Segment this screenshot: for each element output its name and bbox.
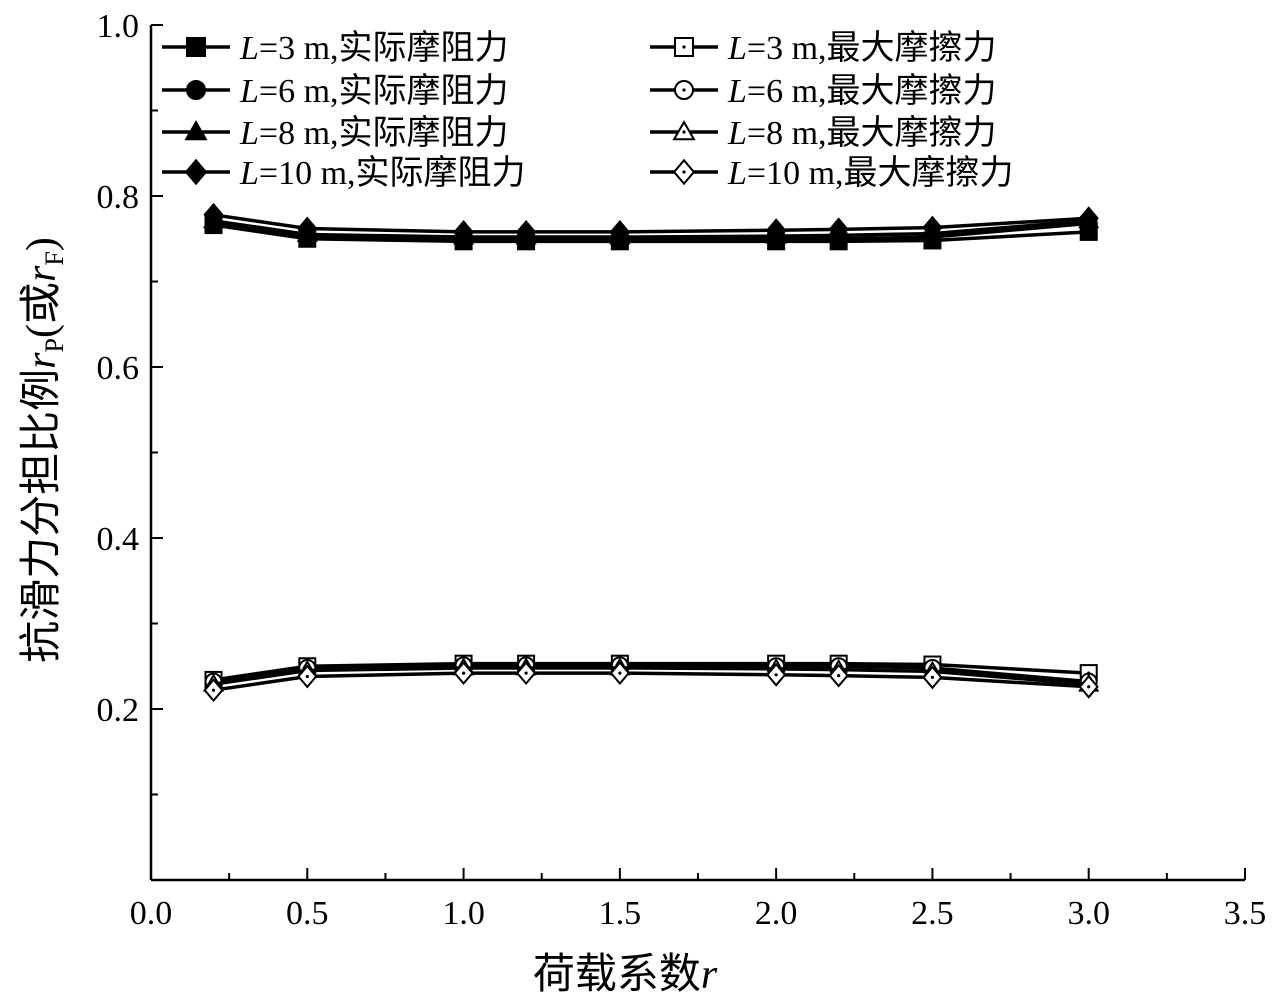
- y-tick-label: 0.2: [97, 692, 140, 729]
- legend-label-text: =8 m,实际摩阻力: [259, 114, 509, 152]
- y-axis-title-end: ): [19, 237, 65, 251]
- data-point: [453, 219, 474, 244]
- x-tick-label: 3.0: [1067, 895, 1110, 932]
- data-point-dot: [461, 671, 466, 675]
- y-axis-title-sub1: P: [40, 338, 69, 352]
- x-tick-label: 1.0: [442, 895, 485, 932]
- y-tick-label: 0.8: [97, 179, 140, 216]
- y-tick-label: 0.4: [97, 521, 140, 558]
- legend-label-var: L: [239, 115, 259, 152]
- legend-marker-dot: [682, 170, 686, 174]
- data-point: [922, 215, 943, 240]
- data-point: [203, 202, 224, 227]
- x-axis-title-main: 荷载系数: [533, 952, 701, 998]
- legend-label-var: L: [239, 73, 259, 110]
- axes: 0.0 0.5 1.0 1.5 2.0 2.5 3.0 3.5 0.2 0.4 0.6 0.8 1.0: [97, 8, 1267, 932]
- y-tick-label: 0.6: [97, 350, 140, 387]
- legend-marker-dot: [682, 45, 686, 49]
- legend-entry: L=8 m,实际摩阻力: [162, 114, 509, 152]
- legend-label: L=8 m,最大摩擦力: [727, 114, 997, 152]
- legend-marker: [184, 120, 208, 141]
- legend-label-text: =10 m,最大摩擦力: [747, 154, 1014, 192]
- data-point-dot: [618, 671, 622, 675]
- legend-label-text: =6 m,实际摩阻力: [259, 72, 509, 110]
- legend-label-var: L: [727, 155, 747, 192]
- series-line: [213, 213, 1089, 234]
- legend-label: L=3 m,实际摩阻力: [239, 29, 509, 67]
- x-tick-label: 0.5: [286, 895, 329, 932]
- legend-label-text: =3 m,实际摩阻力: [259, 29, 509, 67]
- legend-label-var: L: [727, 73, 747, 110]
- y-axis-title-var1: r: [19, 352, 65, 369]
- legend-entry: L=10 m,实际摩阻力: [162, 154, 526, 192]
- legend-label-var: L: [727, 115, 747, 152]
- data-point-dot: [1087, 685, 1091, 689]
- series-layer: [202, 202, 1100, 703]
- x-tick-label: 3.5: [1224, 895, 1267, 932]
- x-axis-title: 荷载系数r: [533, 952, 718, 998]
- data-point-dot: [930, 675, 935, 679]
- legend-label-text: =8 m,最大摩擦力: [747, 114, 997, 152]
- data-point-dot: [837, 674, 841, 678]
- series-line: [213, 671, 1089, 692]
- legend-label-var: L: [727, 30, 747, 67]
- legend-entry: L=6 m,实际摩阻力: [162, 72, 509, 110]
- legend-label: L=10 m,实际摩阻力: [239, 154, 526, 192]
- legend-entry: L=3 m,实际摩阻力: [162, 29, 509, 67]
- y-axis-title-main: 抗滑力分担比例: [18, 369, 65, 663]
- legend-label: L=6 m,最大摩擦力: [727, 72, 997, 110]
- y-axis-title: 抗滑力分担比例rP(或rF): [18, 237, 69, 663]
- data-point-dot: [524, 671, 528, 675]
- y-tick-label: 1.0: [97, 8, 140, 45]
- legend-label-text: =3 m,最大摩擦力: [747, 29, 997, 67]
- data-point: [766, 218, 787, 243]
- x-tick-label: 2.5: [911, 895, 954, 932]
- x-axis-title-var: r: [701, 952, 718, 998]
- legend-marker: [186, 80, 206, 100]
- legend-entry: L=8 m,最大摩擦力: [650, 114, 997, 152]
- legend-label-var: L: [239, 30, 259, 67]
- series-6: [203, 202, 1099, 244]
- data-point: [297, 216, 318, 241]
- legend-label: L=10 m,最大摩擦力: [727, 154, 1014, 192]
- x-tick-label: 0.0: [130, 895, 173, 932]
- data-point-dot: [211, 688, 216, 692]
- legend-label: L=6 m,实际摩阻力: [239, 72, 509, 110]
- legend-label-text: =10 m,实际摩阻力: [259, 154, 526, 192]
- legend-marker-dot: [682, 88, 686, 92]
- legend-marker: [184, 158, 208, 186]
- data-point-dot: [774, 673, 778, 677]
- data-point: [1078, 206, 1099, 231]
- legend-label-var: L: [239, 155, 259, 192]
- series-7: [203, 661, 1099, 703]
- legend-marker: [186, 37, 206, 57]
- legend-entry: L=6 m,最大摩擦力: [650, 72, 997, 110]
- legend-label-text: =6 m,最大摩擦力: [747, 72, 997, 110]
- y-axis-title-mid: (或: [19, 282, 65, 338]
- legend-entry: L=10 m,最大摩擦力: [650, 154, 1014, 192]
- data-point: [515, 219, 537, 244]
- y-axis-title-var2: r: [19, 265, 65, 282]
- y-axis-title-sub2: F: [40, 251, 69, 265]
- legend-label: L=3 m,最大摩擦力: [727, 29, 997, 67]
- legend-entry: L=3 m,最大摩擦力: [650, 29, 997, 67]
- data-point-dot: [305, 674, 309, 679]
- data-point: [609, 219, 630, 244]
- x-tick-label: 1.5: [599, 895, 642, 932]
- legend-label: L=8 m,实际摩阻力: [239, 114, 509, 152]
- data-point: [828, 217, 849, 242]
- legend-marker-dot: [682, 130, 686, 134]
- x-tick-label: 2.0: [755, 895, 798, 932]
